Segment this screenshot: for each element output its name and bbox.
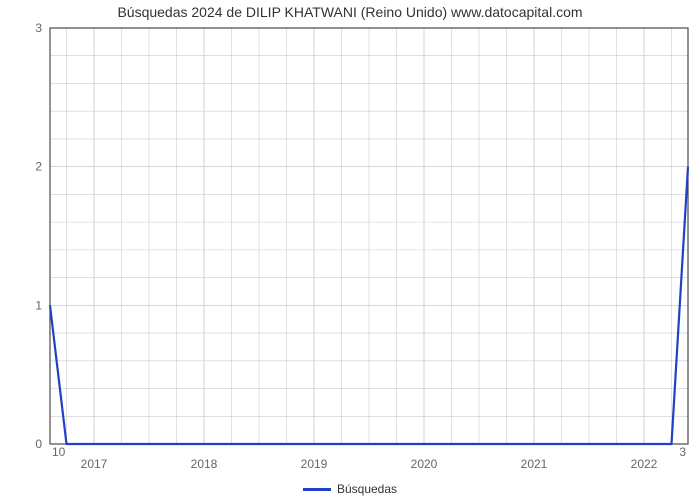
- svg-text:2: 2: [35, 160, 42, 174]
- svg-text:3: 3: [679, 445, 686, 459]
- svg-text:2021: 2021: [521, 457, 548, 471]
- legend-line-marker: [303, 488, 331, 491]
- svg-text:3: 3: [35, 21, 42, 35]
- legend: Búsquedas: [0, 482, 700, 496]
- svg-text:2020: 2020: [411, 457, 438, 471]
- svg-text:0: 0: [35, 437, 42, 451]
- legend-label: Búsquedas: [337, 482, 397, 496]
- chart-container: 0 1 2 3 2017 2018 2019 2020 2021 2022 10 3: [0, 0, 700, 500]
- line-chart: 0 1 2 3 2017 2018 2019 2020 2021 2022 10 3: [0, 0, 700, 500]
- svg-text:2018: 2018: [191, 457, 218, 471]
- svg-text:2017: 2017: [81, 457, 108, 471]
- svg-text:2019: 2019: [301, 457, 328, 471]
- svg-text:10: 10: [52, 445, 66, 459]
- svg-text:2022: 2022: [631, 457, 658, 471]
- svg-text:1: 1: [35, 298, 42, 312]
